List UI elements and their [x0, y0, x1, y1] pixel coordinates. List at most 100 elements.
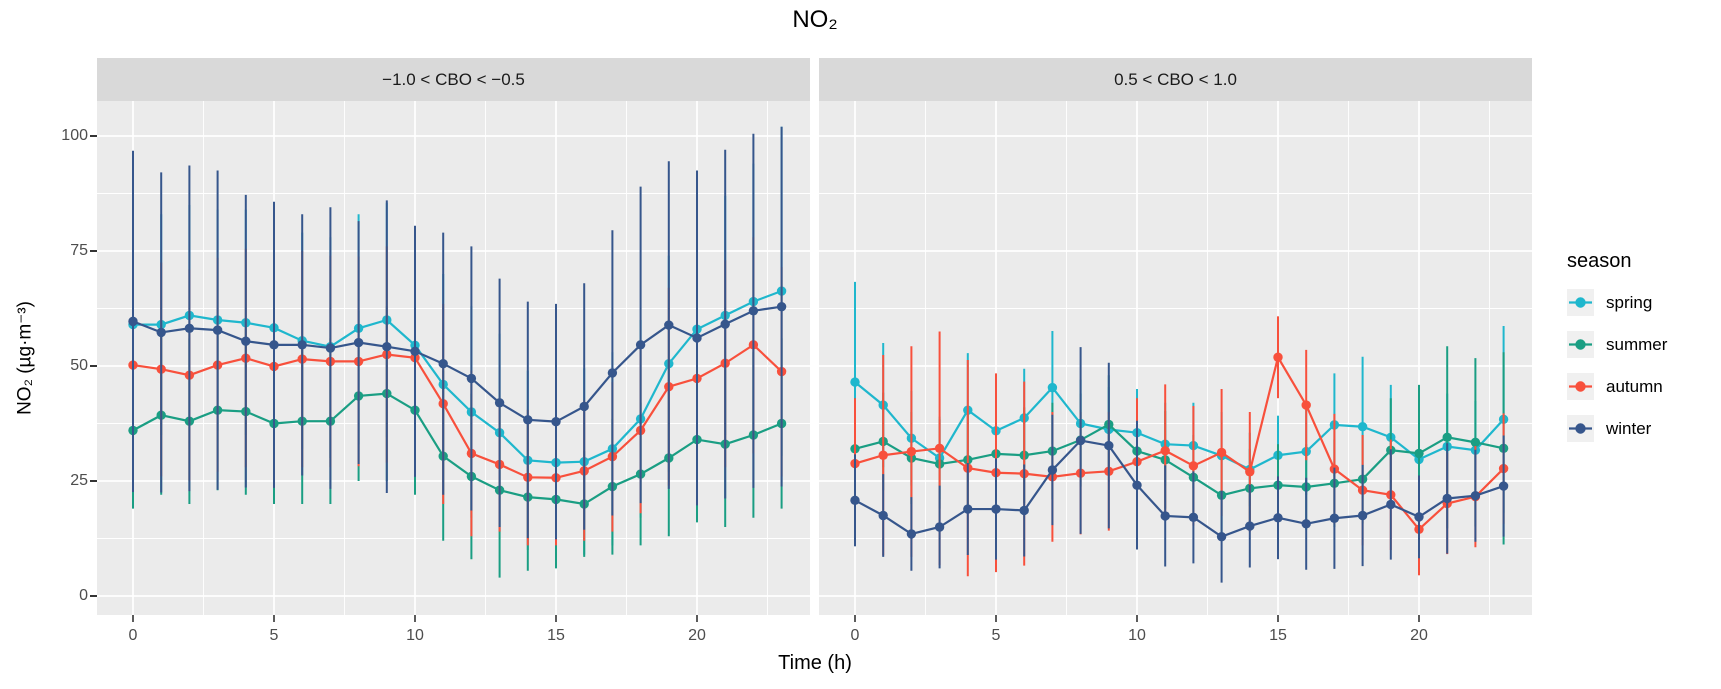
x-tick-label: 0: [128, 627, 138, 644]
series-line: [854, 423, 1504, 497]
y-tick-label: 0: [79, 587, 88, 604]
data-point: [878, 510, 888, 521]
x-tick-label: 0: [850, 627, 860, 644]
series-line: [132, 305, 782, 423]
spring-key-icon: [1567, 289, 1594, 316]
y-tick-mark: [90, 480, 97, 482]
data-point: [156, 327, 166, 338]
legend-key-point: [1575, 339, 1586, 350]
panel-left: [97, 101, 810, 622]
legend-item-summer: summer: [1567, 331, 1667, 358]
data-point: [1273, 352, 1283, 362]
x-tick-label: 10: [1128, 627, 1146, 644]
data-point: [1245, 521, 1255, 531]
data-point: [664, 320, 674, 330]
data-point: [325, 343, 336, 353]
chart-title: NO₂: [792, 6, 838, 33]
data-point: [1245, 467, 1255, 477]
data-point: [579, 401, 589, 412]
legend-item-winter: winter: [1567, 415, 1667, 442]
x-tick-label: 20: [688, 627, 706, 644]
data-point: [184, 323, 195, 333]
x-tick-label: 5: [269, 627, 279, 644]
data-point: [692, 333, 702, 343]
legend-label: winter: [1606, 418, 1652, 438]
data-point: [466, 373, 477, 384]
data-point: [1160, 445, 1170, 456]
data-point: [635, 340, 646, 350]
data-point: [410, 346, 420, 356]
y-tick-label: 25: [70, 472, 88, 489]
data-point: [906, 529, 917, 539]
y-tick-mark: [90, 135, 97, 137]
data-point: [720, 319, 730, 329]
series-line: [132, 392, 783, 506]
data-point: [1047, 382, 1058, 393]
legend-key-point: [1575, 423, 1586, 434]
panel-right: [819, 101, 1532, 622]
data-point: [963, 504, 973, 514]
data-point: [1188, 512, 1199, 523]
y-tick-mark: [90, 365, 97, 367]
data-point: [878, 450, 888, 460]
data-point: [776, 301, 787, 312]
legend-label: summer: [1606, 334, 1668, 354]
x-tick-label: 15: [1269, 627, 1287, 644]
data-point: [1019, 505, 1029, 516]
facet-strip-right: 0.5 < CBO < 1.0: [819, 58, 1532, 101]
series-winter: [850, 347, 1509, 583]
data-point: [1075, 435, 1086, 446]
data-point: [748, 306, 759, 316]
data-point: [1414, 448, 1424, 459]
series-line: [854, 381, 1505, 471]
series-line: [854, 439, 1504, 538]
data-point: [1216, 447, 1227, 458]
data-point: [523, 415, 533, 425]
autumn-key-icon: [1567, 373, 1594, 400]
data-point: [1104, 440, 1114, 451]
series-line: [133, 289, 782, 464]
legend-label: autumn: [1606, 376, 1663, 396]
legend-key-point: [1575, 381, 1586, 392]
data-point: [1301, 400, 1311, 410]
data-point: [607, 368, 618, 378]
data-point: [128, 316, 138, 327]
panel-background: [97, 101, 810, 615]
x-tick-label: 15: [547, 627, 565, 644]
legend-key-point: [1575, 297, 1586, 308]
data-point: [991, 504, 1001, 514]
y-axis-title: NO₂ (µg·m⁻³): [14, 301, 36, 415]
y-tick-mark: [90, 595, 97, 597]
data-point: [1442, 493, 1452, 504]
series-winter: [128, 126, 787, 540]
x-axis-title: Time (h): [778, 652, 852, 674]
y-tick-label: 50: [70, 357, 88, 374]
data-point: [1273, 513, 1283, 523]
data-point: [1047, 465, 1058, 475]
x-tick-label: 10: [406, 627, 424, 644]
legend-title: season: [1567, 250, 1632, 272]
x-tick-label: 5: [991, 627, 1001, 644]
data-point: [1216, 531, 1227, 542]
data-point: [1132, 480, 1142, 490]
y-tick-label: 100: [61, 127, 88, 144]
data-point: [353, 337, 364, 348]
legend: season spring summer autumn winter: [1567, 250, 1667, 457]
data-point: [850, 377, 860, 387]
data-point: [1442, 432, 1452, 442]
data-point: [1357, 510, 1368, 521]
data-point: [1329, 513, 1340, 523]
series-line: [854, 354, 1505, 531]
data-point: [1470, 491, 1481, 501]
data-point: [241, 336, 251, 346]
y-tick-mark: [90, 250, 97, 252]
data-point: [1470, 437, 1481, 448]
data-point: [297, 340, 307, 350]
data-point: [494, 398, 505, 408]
data-point: [1357, 422, 1368, 432]
y-tick-label: 75: [70, 242, 88, 259]
facet-strip-left: −1.0 < CBO < −0.5: [97, 58, 810, 101]
data-point: [269, 340, 279, 350]
data-point: [1386, 499, 1396, 510]
data-point: [1188, 461, 1199, 471]
